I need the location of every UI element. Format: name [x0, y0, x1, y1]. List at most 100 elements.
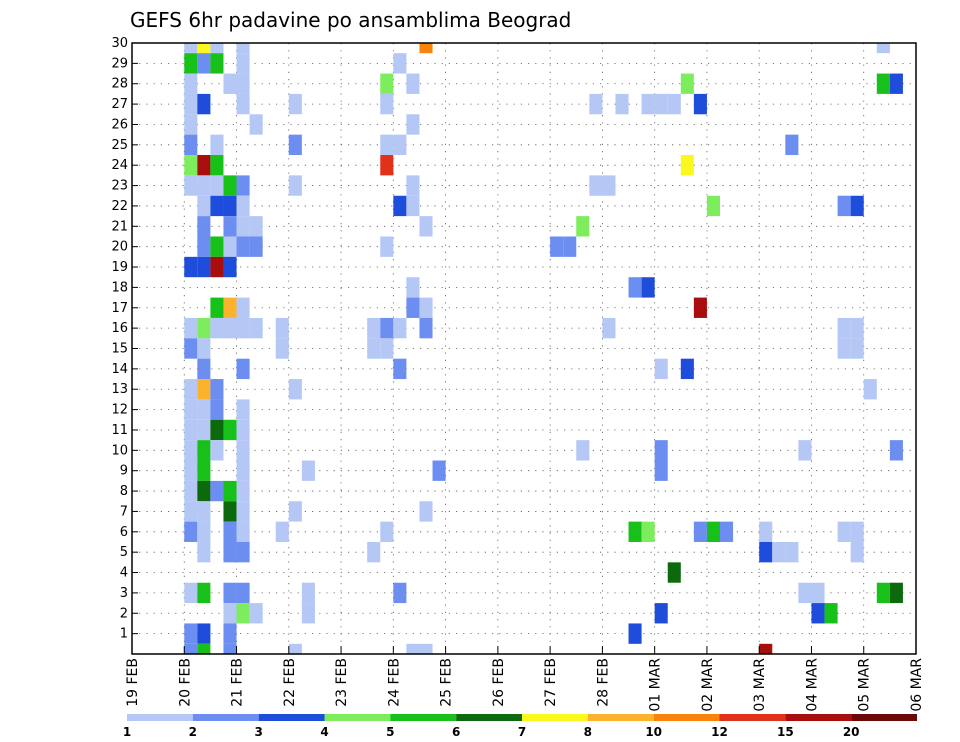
- y-tick-label: 29: [111, 56, 128, 71]
- y-tick-label: 18: [111, 280, 128, 295]
- x-tick-label: 03 MAR: [752, 658, 768, 712]
- legend-label: 6: [452, 725, 460, 739]
- heatmap-cell: [197, 440, 211, 461]
- heatmap-cell: [850, 521, 864, 542]
- heatmap-cell: [367, 338, 381, 359]
- heatmap-cell: [223, 175, 237, 196]
- legend-swatch: [522, 714, 588, 721]
- y-tick-label: 2: [120, 606, 128, 621]
- heatmap-cell: [197, 358, 211, 380]
- heatmap-cell: [641, 277, 655, 298]
- heatmap-cell: [288, 379, 302, 400]
- heatmap-cell: [288, 643, 302, 654]
- heatmap-cell: [406, 277, 420, 298]
- heatmap-cell: [772, 541, 786, 563]
- x-tick-label: 22 FEB: [282, 658, 298, 707]
- heatmap-cell: [210, 317, 224, 339]
- legend-label: 8: [584, 725, 592, 739]
- heatmap-cell: [210, 53, 224, 74]
- heatmap-cell: [288, 93, 302, 115]
- y-tick-label: 19: [111, 260, 128, 275]
- heatmap-cell: [197, 195, 211, 217]
- heatmap-cell: [249, 317, 263, 339]
- heatmap-cell: [419, 317, 433, 339]
- heatmap-cell: [197, 236, 211, 257]
- heatmap-cell: [210, 134, 224, 156]
- heatmap-cell: [641, 93, 655, 115]
- heatmap-cell: [576, 216, 590, 237]
- heatmap-cell: [876, 582, 890, 604]
- heatmap-cell: [184, 53, 198, 74]
- legend: 1 2 3 4 5 6 7 8 10 12 15 20: [123, 714, 917, 739]
- heatmap-cell: [223, 317, 237, 339]
- heatmap-cell: [236, 216, 250, 237]
- heatmap-cell: [811, 603, 825, 624]
- legend-swatch: [258, 714, 325, 721]
- legend-swatch: [127, 714, 193, 721]
- heatmap-cell: [236, 236, 250, 257]
- heatmap-cell: [380, 134, 394, 156]
- y-tick-label: 9: [120, 464, 128, 479]
- heatmap-cell: [184, 93, 198, 115]
- legend-swatch: [587, 714, 654, 721]
- legend-swatch: [851, 714, 917, 721]
- heatmap-cell: [288, 501, 302, 522]
- heatmap-cell: [288, 175, 302, 196]
- heatmap-cell: [785, 541, 799, 563]
- heatmap-cell: [288, 134, 302, 156]
- heatmap-cell: [275, 338, 289, 359]
- heatmap-cell: [759, 643, 773, 654]
- heatmap-cell: [236, 399, 250, 420]
- y-tick-label: 20: [111, 240, 128, 255]
- heatmap-cell: [393, 195, 407, 217]
- heatmap-cell: [367, 317, 381, 339]
- x-tick-label: 06 MAR: [909, 658, 925, 712]
- y-tick-label: 14: [111, 362, 128, 377]
- heatmap-cell: [236, 297, 250, 318]
- heatmap-cell: [301, 603, 315, 624]
- heatmap-cell: [223, 521, 237, 542]
- heatmap-cell: [406, 175, 420, 196]
- heatmap-cell: [393, 134, 407, 156]
- y-tick-label: 12: [111, 403, 128, 418]
- x-tick-label: 19 FEB: [125, 658, 141, 707]
- heatmap-cell: [223, 236, 237, 257]
- y-tick-label: 28: [111, 77, 128, 92]
- heatmap-cell: [197, 53, 211, 74]
- heatmap-cell: [249, 114, 263, 135]
- heatmap-cell: [249, 603, 263, 624]
- heatmap-cell: [380, 73, 394, 94]
- heatmap-cell: [184, 338, 198, 359]
- heatmap-cell: [223, 216, 237, 237]
- heatmap-cell: [236, 317, 250, 339]
- heatmap-cell: [236, 93, 250, 115]
- heatmap-cell: [301, 582, 315, 604]
- x-tick-label: 04 MAR: [804, 658, 820, 712]
- heatmap-cell: [837, 521, 851, 542]
- heatmap-cell: [197, 541, 211, 563]
- heatmap-cell: [197, 216, 211, 237]
- heatmap-cell: [223, 419, 237, 441]
- heatmap-cell: [419, 216, 433, 237]
- heatmap-cell: [184, 623, 198, 644]
- legend-swatch: [192, 714, 259, 721]
- y-tick-label: 25: [111, 138, 128, 153]
- heatmap-cell: [236, 358, 250, 380]
- heatmap-cell: [197, 399, 211, 420]
- heatmap-cell: [197, 521, 211, 542]
- heatmap-cell: [602, 175, 616, 196]
- heatmap-cell: [641, 521, 655, 542]
- heatmap-cell: [275, 317, 289, 339]
- heatmap-cell: [380, 521, 394, 542]
- heatmap-cell: [380, 317, 394, 339]
- heatmap-cell: [184, 460, 198, 481]
- heatmap-cell: [184, 379, 198, 400]
- heatmap-cell: [889, 73, 903, 94]
- y-tick-label: 27: [111, 97, 128, 112]
- legend-swatch: [324, 714, 391, 721]
- heatmap-cell: [236, 195, 250, 217]
- heatmap-cell: [197, 419, 211, 441]
- heatmap-cell: [197, 93, 211, 115]
- heatmap-cell: [236, 460, 250, 481]
- heatmap-cell: [223, 623, 237, 644]
